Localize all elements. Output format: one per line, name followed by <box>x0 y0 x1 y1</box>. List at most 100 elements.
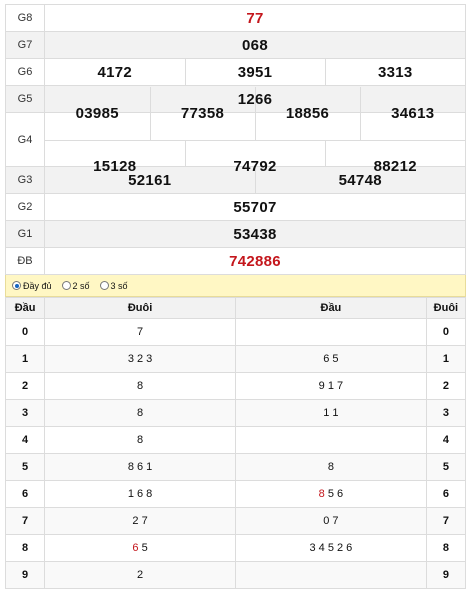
table-row: 9 2 9 <box>4 561 467 589</box>
loto-header: Đầu Đuôi Đầu Đuôi <box>4 297 467 319</box>
head-values <box>234 426 427 454</box>
prize-number: 53438 <box>44 220 466 248</box>
loto-digit: 2 <box>137 569 144 581</box>
prize-label: ĐB <box>5 247 45 275</box>
prize-label: G6 <box>5 58 45 86</box>
prize-number: 03985 <box>75 104 119 122</box>
head-values <box>234 561 427 589</box>
loto-digit: 5 <box>138 542 148 554</box>
prize-row-g6: G6 4172 3951 3313 <box>5 58 466 86</box>
table-row: 5 8 6 1 8 5 <box>4 453 467 481</box>
loto-digit: 1 6 8 <box>127 488 153 500</box>
prize-number: 3313 <box>324 59 465 85</box>
tail-digit: 8 <box>425 534 467 562</box>
tail-values: 2 7 <box>44 507 236 535</box>
prize-number: 34613 <box>359 86 465 140</box>
head-values: 8 <box>234 453 427 481</box>
head-values: 0 7 <box>234 507 427 535</box>
tail-values: 2 <box>44 561 236 589</box>
loto-digit: 5 6 <box>324 488 344 500</box>
prize-table: G8 77 G7 068 G6 4172 3951 3313 G5 1266 G… <box>5 4 466 275</box>
prize-row-g7: G7 068 <box>5 31 466 59</box>
loto-digit: 9 1 7 <box>318 380 344 392</box>
radio-icon[interactable] <box>12 281 21 290</box>
tail-values: 7 <box>44 318 236 346</box>
option-label: 2 số <box>72 280 90 291</box>
loto-digit: 8 <box>318 488 325 500</box>
loto-digit: 1 1 <box>323 407 339 419</box>
head-values: 3 4 5 2 6 <box>234 534 427 562</box>
prize-row-g8: G8 77 <box>5 4 466 32</box>
loto-digit: 0 7 <box>323 515 339 527</box>
header-duoi-left: Đuôi <box>44 297 236 319</box>
prize-number: 77 <box>44 4 466 32</box>
prize-label: G3 <box>5 166 45 194</box>
tail-digit: 6 <box>425 480 467 508</box>
tail-digit: 5 <box>425 453 467 481</box>
header-dau-left: Đầu <box>4 297 46 319</box>
head-digit: 5 <box>4 453 46 481</box>
prize-number: 068 <box>44 31 466 59</box>
table-row: 7 2 7 0 7 7 <box>4 507 467 535</box>
tail-values: 8 <box>44 426 236 454</box>
option-two-digits[interactable]: 2 số <box>61 280 90 291</box>
loto-digit: 8 <box>137 380 144 392</box>
option-label: 3 số <box>110 280 128 291</box>
head-digit: 4 <box>4 426 46 454</box>
tail-values: 3 2 3 <box>44 345 236 373</box>
head-digit: 9 <box>4 561 46 589</box>
tail-digit: 2 <box>425 372 467 400</box>
prize-row-g2: G2 55707 <box>5 193 466 221</box>
head-digit: 3 <box>4 399 46 427</box>
option-full[interactable]: Đầy đủ <box>12 281 52 291</box>
prize-row-db: ĐB 742886 <box>5 247 466 275</box>
prize-row-g4: G4 03985 77358 18856 34613 15128 74792 8… <box>5 86 466 193</box>
loto-digit: 3 2 3 <box>127 353 153 365</box>
table-row: 2 8 9 1 7 2 <box>4 372 467 400</box>
prize-number: 4172 <box>97 63 133 81</box>
head-values <box>234 318 427 346</box>
loto-digit: 8 <box>137 407 144 419</box>
tail-digit: 0 <box>425 318 467 346</box>
head-digit: 7 <box>4 507 46 535</box>
results-panel: G8 77 G7 068 G6 4172 3951 3313 G5 1266 G… <box>4 4 467 589</box>
head-digit: 1 <box>4 345 46 373</box>
head-values: 9 1 7 <box>234 372 427 400</box>
tail-digit: 9 <box>425 561 467 589</box>
prize-number: 54748 <box>254 167 465 193</box>
head-values: 1 1 <box>234 399 427 427</box>
radio-icon[interactable] <box>61 281 71 290</box>
prize-number: 55707 <box>44 193 466 221</box>
head-digit: 0 <box>4 318 46 346</box>
prize-label: G1 <box>5 220 45 248</box>
tail-digit: 7 <box>425 507 467 535</box>
loto-digit: 3 4 5 2 6 <box>309 542 353 554</box>
option-three-digits[interactable]: 3 số <box>99 280 128 291</box>
prize-number: 15128 <box>93 158 137 175</box>
option-label: Đầy đủ <box>23 280 52 291</box>
table-row: 1 3 2 3 6 5 1 <box>4 345 467 373</box>
prize-number: 3951 <box>184 59 325 85</box>
head-digit: 2 <box>4 372 46 400</box>
loto-digit: 8 <box>137 434 144 446</box>
head-values: 6 5 <box>234 345 427 373</box>
prize-label: G2 <box>5 193 45 221</box>
tail-digit: 1 <box>425 345 467 373</box>
tail-values: 1 6 8 <box>44 480 236 508</box>
head-digit: 6 <box>4 480 46 508</box>
head-digit: 8 <box>4 534 46 562</box>
tail-values: 8 <box>44 372 236 400</box>
table-row: 0 7 0 <box>4 318 467 346</box>
table-row: 4 8 4 <box>4 426 467 454</box>
prize-row-g3: G3 52161 54748 <box>5 166 466 194</box>
table-row: 3 8 1 1 3 <box>4 399 467 427</box>
display-options: Đầy đủ 2 số 3 số <box>5 275 466 297</box>
prize-number: 52161 <box>45 167 255 193</box>
prize-label: G4 <box>5 112 45 167</box>
head-values: 8 5 6 <box>234 480 427 508</box>
loto-digit: 6 <box>132 542 139 554</box>
loto-digit: 6 5 <box>323 353 339 365</box>
radio-icon[interactable] <box>99 281 109 290</box>
prize-label: G8 <box>5 4 45 32</box>
